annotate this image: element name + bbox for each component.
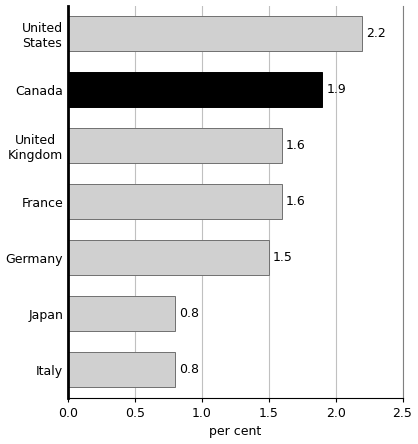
Bar xyxy=(68,16,362,51)
Text: 1.6: 1.6 xyxy=(286,139,306,152)
Bar xyxy=(68,240,269,275)
Bar xyxy=(68,128,282,163)
Bar xyxy=(68,297,175,331)
Text: 1.5: 1.5 xyxy=(273,251,293,264)
Bar xyxy=(68,72,322,107)
Text: 0.8: 0.8 xyxy=(179,307,199,320)
Text: 1.6: 1.6 xyxy=(286,195,306,208)
Text: 2.2: 2.2 xyxy=(366,27,386,40)
X-axis label: per cent: per cent xyxy=(209,425,261,438)
Text: 1.9: 1.9 xyxy=(326,83,346,96)
Bar xyxy=(68,184,282,219)
Text: 0.8: 0.8 xyxy=(179,363,199,377)
Bar xyxy=(68,353,175,387)
